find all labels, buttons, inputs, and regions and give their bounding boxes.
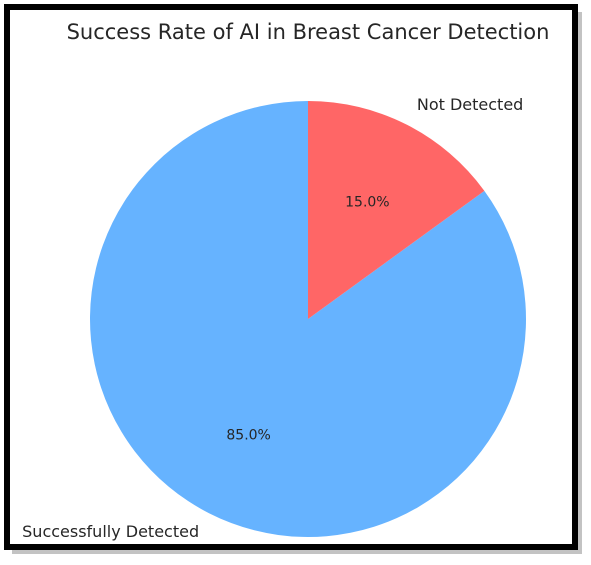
slice-label: Successfully Detected xyxy=(22,522,199,541)
slice-value-label: 85.0% xyxy=(226,428,270,444)
chart-title: Success Rate of AI in Breast Cancer Dete… xyxy=(67,20,550,44)
slice-value-label: 15.0% xyxy=(345,194,389,210)
pie-slice xyxy=(308,100,485,319)
slice-label: Not Detected xyxy=(417,95,523,114)
